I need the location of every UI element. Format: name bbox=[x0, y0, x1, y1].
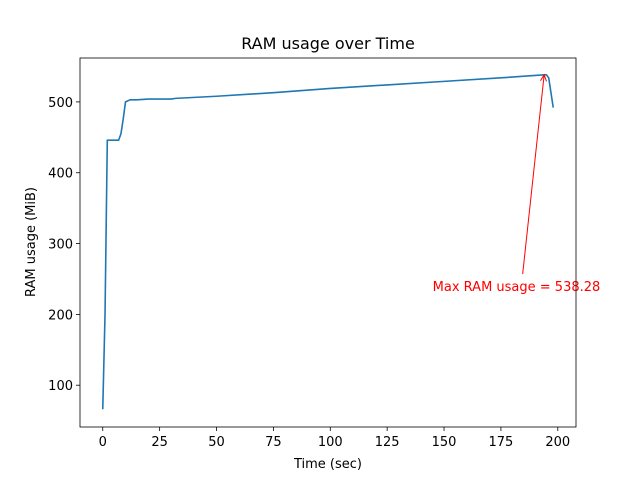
x-tick-label: 175 bbox=[489, 435, 514, 450]
annotation-arrow-line bbox=[522, 74, 545, 275]
x-tick-label: 200 bbox=[545, 435, 570, 450]
y-axis-label: RAM usage (MiB) bbox=[24, 187, 39, 297]
y-ticks: 100 200 300 400 500 bbox=[48, 96, 80, 394]
x-tick-label: 0 bbox=[99, 435, 107, 450]
annotation-label: Max RAM usage = 538.28 bbox=[433, 280, 601, 295]
y-tick-label: 100 bbox=[48, 379, 73, 394]
plot-frame bbox=[79, 57, 577, 428]
x-tick-label: 25 bbox=[151, 435, 168, 450]
x-tick-label: 150 bbox=[432, 435, 457, 450]
x-tick-label: 125 bbox=[375, 435, 400, 450]
x-tick-label: 50 bbox=[208, 435, 225, 450]
x-tick-label: 100 bbox=[318, 435, 343, 450]
annotation-arrow-head bbox=[540, 73, 547, 82]
chart-title: RAM usage over Time bbox=[241, 34, 415, 53]
y-tick-label: 300 bbox=[48, 238, 73, 253]
series-line-ram-usage bbox=[101, 74, 555, 410]
annotation: Max RAM usage = 538.28 bbox=[433, 73, 601, 295]
y-tick-label: 200 bbox=[48, 308, 73, 323]
y-tick-label: 500 bbox=[48, 96, 73, 111]
x-tick-label: 75 bbox=[265, 435, 282, 450]
x-ticks: 0 25 50 75 100 125 150 175 200 bbox=[99, 427, 570, 450]
y-tick-label: 400 bbox=[48, 167, 73, 182]
x-axis-label: Time (sec) bbox=[293, 457, 362, 472]
